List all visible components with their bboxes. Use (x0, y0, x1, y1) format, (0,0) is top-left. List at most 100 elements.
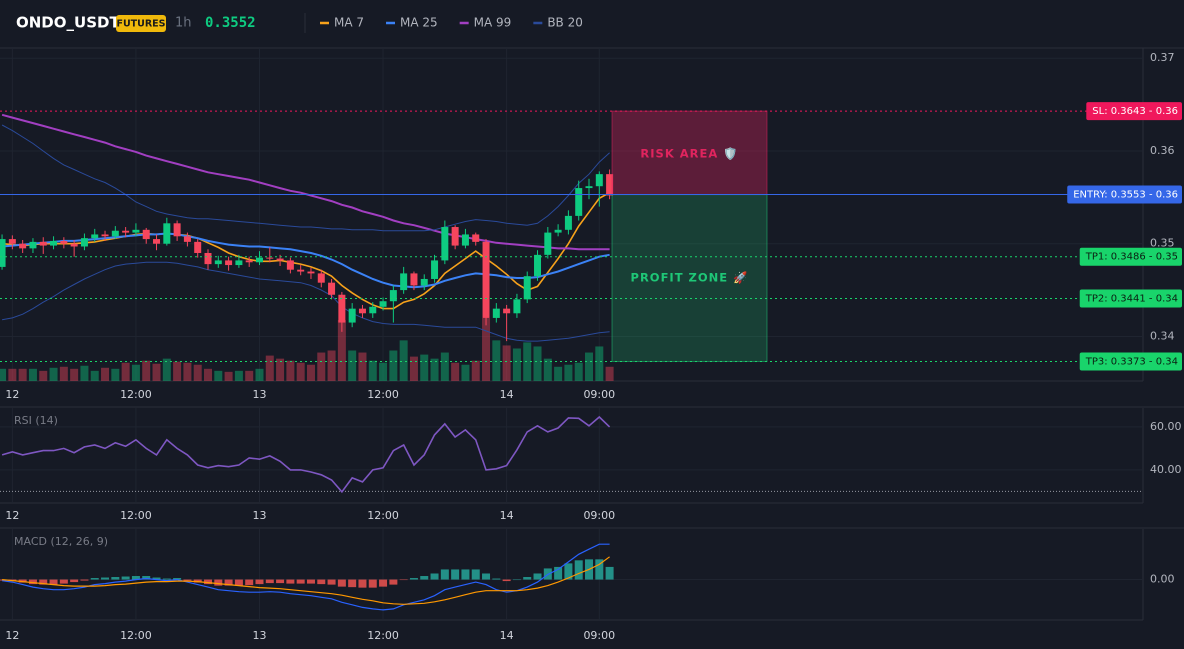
x-tick-label: 12:00 (120, 629, 152, 642)
x-tick-label: 09:00 (583, 388, 615, 401)
candle-body (225, 260, 233, 266)
volume-bar (152, 363, 161, 381)
volume-bar (111, 368, 120, 381)
candle-body (400, 273, 408, 291)
candle-body (492, 308, 500, 318)
volume-bar (554, 366, 563, 381)
x-tick-label: 12 (5, 629, 19, 642)
candle-body (91, 234, 99, 239)
candle-body (194, 241, 202, 253)
macd-histogram-bar (451, 569, 460, 580)
x-tick-label: 09:00 (583, 629, 615, 642)
x-tick-label: 13 (252, 629, 266, 642)
macd-histogram-bar (70, 579, 79, 583)
x-tick-label: 12 (5, 388, 19, 401)
volume-bar (430, 358, 439, 381)
volume-bar (183, 362, 192, 381)
candle-body (39, 241, 47, 246)
level-label-bg (1086, 102, 1182, 121)
macd-histogram-bar (317, 579, 326, 585)
macd-histogram-bar (399, 579, 408, 581)
macd-histogram-bar (482, 573, 491, 580)
level-label-bg (1079, 289, 1182, 308)
candle-body (122, 230, 130, 233)
volume-bar (39, 370, 48, 381)
volume-bar (512, 348, 521, 381)
macd-histogram-bar (358, 579, 367, 588)
volume-bar (389, 350, 398, 381)
macd-histogram-bar (420, 576, 429, 580)
macd-histogram-bar (595, 559, 604, 580)
candle-body (111, 230, 119, 237)
volume-bar (574, 362, 583, 381)
rsi-line (1, 415, 611, 494)
macd-histogram-bar (152, 577, 161, 580)
macd-histogram-bar (214, 579, 223, 586)
candle-body (379, 301, 387, 307)
candle-body (544, 232, 552, 255)
zone-box (611, 194, 768, 363)
legend-label: MA 25 (400, 16, 438, 30)
candle-body (19, 243, 27, 249)
level-label: SL: 0.3643 - 0.36 (1092, 106, 1178, 117)
candle-body (153, 239, 161, 244)
level-label-bg (1079, 352, 1182, 371)
candle-body (245, 260, 253, 263)
symbol: ONDO_USDT (16, 14, 120, 32)
macd-histogram-bar (49, 579, 58, 585)
candle-body (369, 306, 377, 314)
zone-label: RISK AREA 🛡️ (640, 147, 738, 161)
x-tick-label: 14 (500, 388, 514, 401)
volume-bar (173, 361, 182, 381)
volume-bar (492, 340, 501, 381)
macd-histogram-bar (142, 576, 151, 580)
candle-body (142, 229, 150, 240)
candle-body (60, 240, 68, 244)
candle-body (606, 174, 614, 196)
volume-bar (409, 356, 418, 381)
macd-histogram-bar (245, 579, 254, 586)
volume-bar (59, 366, 68, 381)
macd-histogram-bar (430, 573, 439, 580)
macd-histogram-bar (502, 579, 511, 582)
indicator-line (2, 261, 610, 342)
candle-body (266, 257, 274, 259)
zone-label: PROFIT ZONE 🚀 (631, 271, 749, 285)
x-tick-label: 12:00 (367, 388, 399, 401)
volume-bar (337, 320, 346, 381)
y-tick-label: 0.35 (1150, 237, 1175, 250)
volume-bar (193, 364, 202, 381)
volume-bar (70, 368, 79, 381)
candle-body (307, 271, 315, 274)
volume-bar (605, 366, 614, 381)
macd-histogram-bar (162, 578, 171, 580)
level-label-bg (1067, 185, 1182, 204)
volume-bar (0, 368, 7, 381)
level-label: TP2: 0.3441 - 0.34 (1085, 293, 1178, 304)
volume-bar (471, 360, 480, 381)
macd-title: MACD (12, 26, 9) (14, 535, 108, 548)
candle-body (276, 258, 284, 261)
candle-body (50, 240, 58, 246)
candle-body (173, 223, 181, 237)
macd-line (2, 556, 610, 605)
macd-histogram-bar (554, 566, 563, 580)
candle-body (554, 229, 562, 233)
volume-bar (461, 364, 470, 381)
volume-bar (214, 370, 223, 381)
macd-histogram-bar (389, 579, 398, 585)
macd-histogram-bar (533, 573, 542, 580)
candle-body (389, 290, 397, 302)
macd-histogram-bar (440, 569, 449, 580)
y-tick-label: 40.00 (1150, 463, 1182, 476)
x-tick-label: 09:00 (583, 509, 615, 522)
y-tick-label: 0.36 (1150, 144, 1175, 157)
macd-histogram-bar (523, 577, 532, 580)
volume-bar (90, 370, 99, 381)
candle-body (214, 260, 222, 265)
level-label: TP3: 0.3373 - 0.34 (1085, 357, 1178, 368)
candle-body (523, 276, 531, 300)
macd-histogram-bar (286, 579, 295, 584)
macd-histogram-bar (224, 579, 233, 586)
candle-body (410, 273, 418, 286)
